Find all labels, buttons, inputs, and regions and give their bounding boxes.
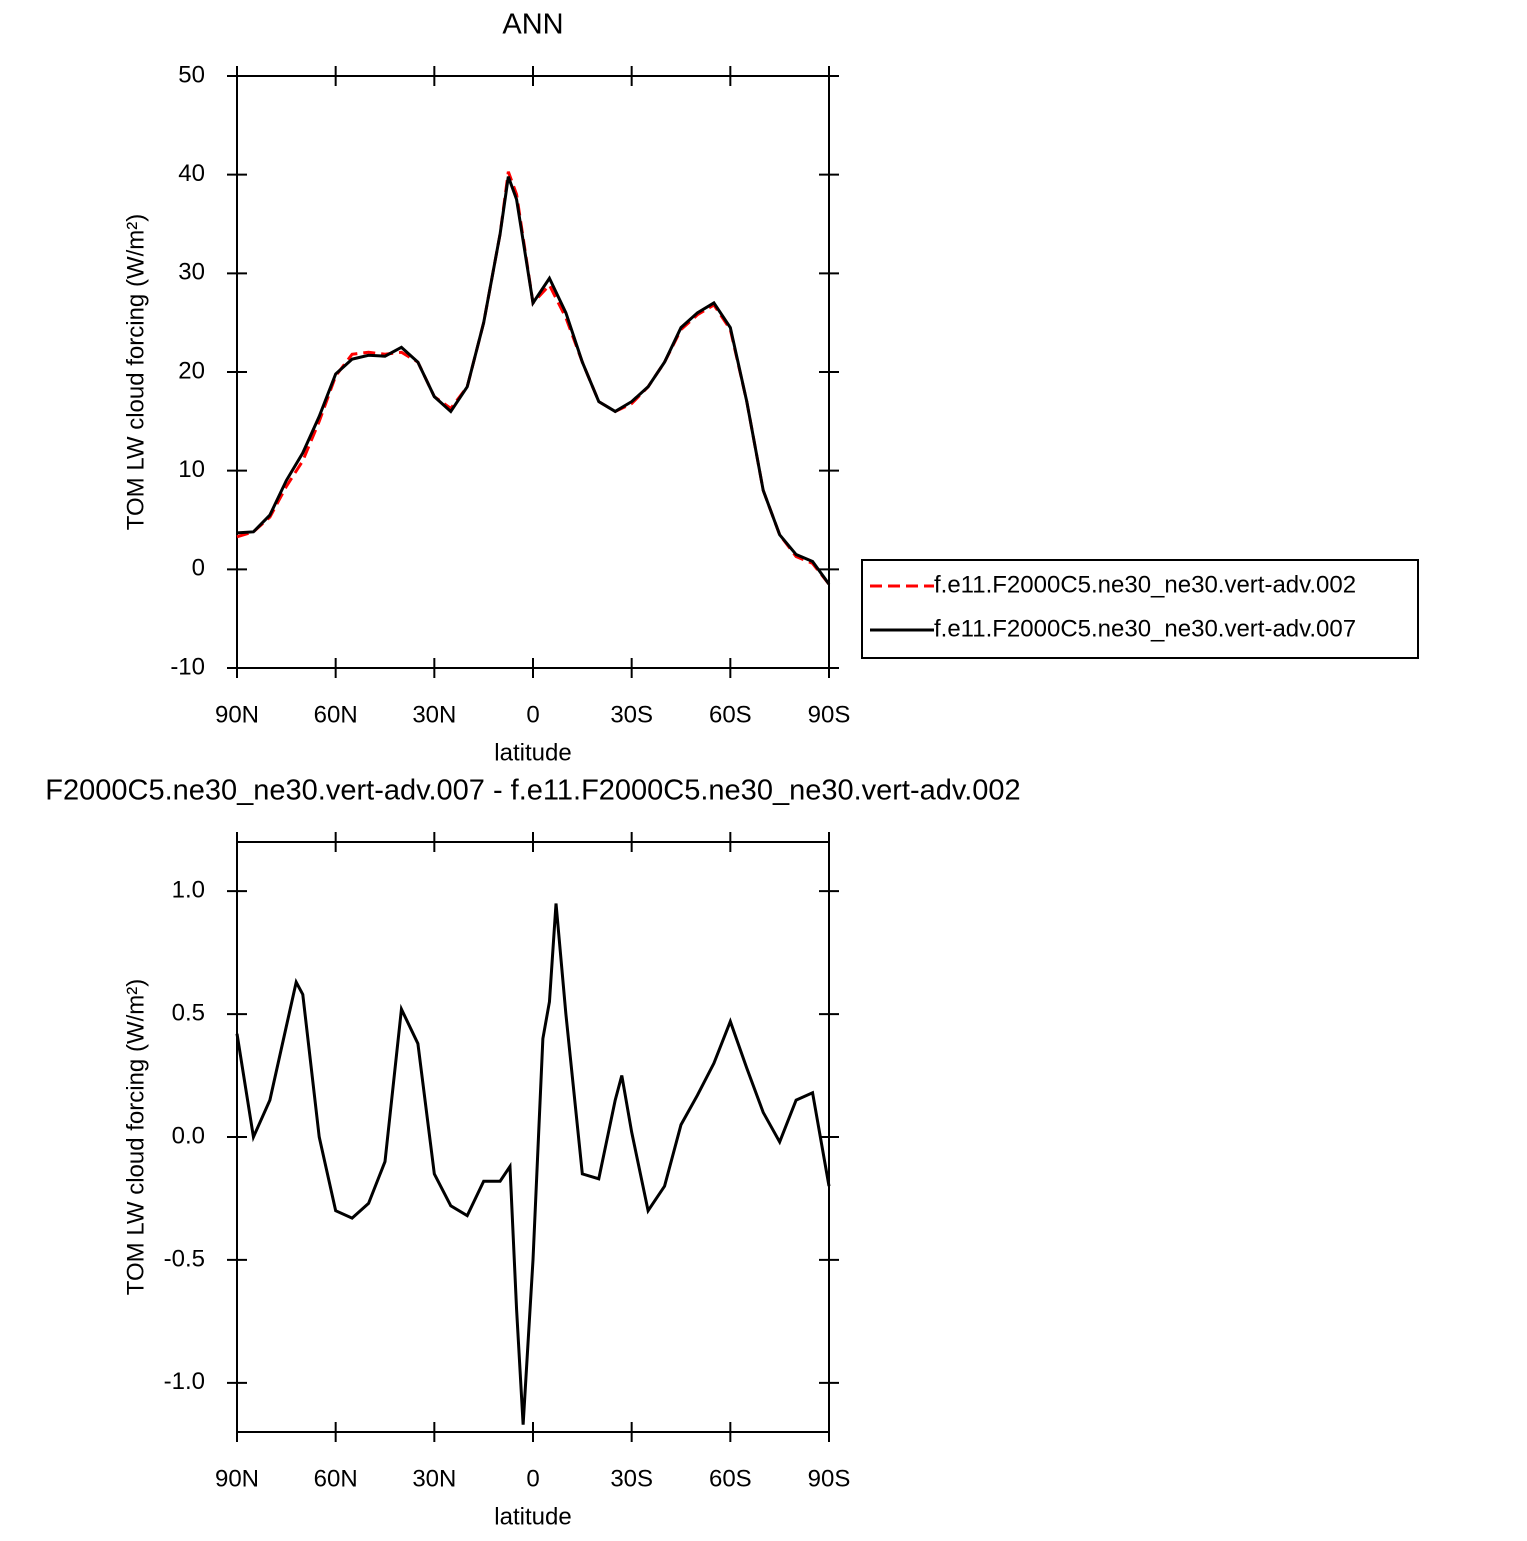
- y-tick-label: 1.0: [172, 877, 205, 904]
- y-tick-label: -1.0: [164, 1368, 205, 1395]
- panel: ANN -10 0 10 20 30 40 50 90N 60N 30N 0 30S 60S 90S lati…: [122, 9, 1419, 766]
- y-tick-label: -10: [170, 653, 205, 680]
- x-tick-label: 0: [526, 1465, 539, 1492]
- x-tick-label: 90N: [215, 701, 259, 728]
- series-line: [235, 903, 831, 1425]
- x-tick-label: 90S: [808, 1465, 851, 1492]
- legend-box: [861, 559, 1419, 659]
- x-axis-label: latitude: [494, 1503, 571, 1530]
- y-tick-label: 40: [178, 160, 205, 187]
- x-tick-label: 30N: [412, 1465, 456, 1492]
- y-tick-label: 10: [178, 456, 205, 483]
- x-tick-label: 0: [526, 701, 539, 728]
- y-tick-label: 0.0: [172, 1122, 205, 1149]
- x-tick-label: 60S: [709, 701, 752, 728]
- series-line: [236, 176, 831, 586]
- x-axis-label: latitude: [494, 739, 571, 766]
- y-tick-label: 20: [178, 357, 205, 384]
- x-tick-label: 30N: [412, 701, 456, 728]
- x-tick-label: 90N: [215, 1465, 259, 1492]
- chart-title: ANN: [502, 9, 563, 41]
- y-tick-label: 0.5: [172, 999, 205, 1026]
- x-tick-label: 90S: [808, 701, 851, 728]
- y-axis-label: TOM LW cloud forcing (W/m²): [122, 214, 149, 530]
- legend-label: f.e11.F2000C5.ne30_ne30.vert-adv.007: [934, 615, 1356, 642]
- plot-frame: [236, 841, 830, 1433]
- y-tick-label: -0.5: [164, 1245, 205, 1272]
- y-tick-label: 50: [178, 61, 205, 88]
- x-tick-label: 60S: [709, 1465, 752, 1492]
- panel: F2000C5.ne30_ne30.vert-adv.007 - f.e11.F…: [45, 775, 1020, 1531]
- legend-label: f.e11.F2000C5.ne30_ne30.vert-adv.002: [934, 571, 1356, 598]
- y-tick-label: 30: [178, 259, 205, 286]
- x-tick-label: 30S: [610, 1465, 653, 1492]
- x-tick-label: 30S: [610, 701, 653, 728]
- x-tick-label: 60N: [314, 1465, 358, 1492]
- x-tick-label: 60N: [314, 701, 358, 728]
- y-axis-label: TOM LW cloud forcing (W/m²): [122, 979, 149, 1295]
- y-tick-label: 0: [192, 555, 205, 582]
- chart-title: F2000C5.ne30_ne30.vert-adv.007 - f.e11.F…: [45, 775, 1020, 807]
